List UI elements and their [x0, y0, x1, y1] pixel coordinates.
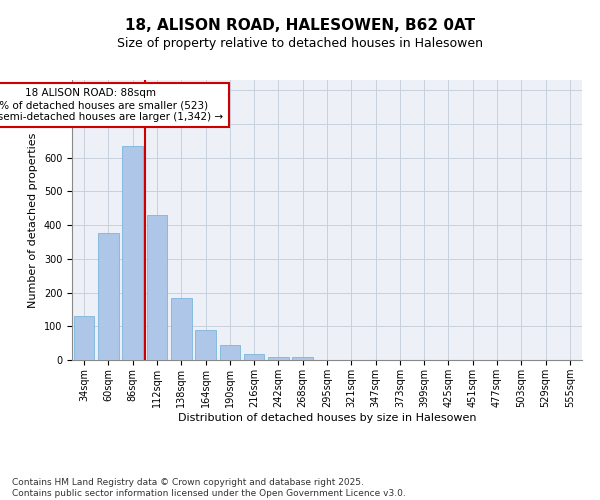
Y-axis label: Number of detached properties: Number of detached properties — [28, 132, 38, 308]
Bar — [74, 316, 94, 360]
Text: Contains HM Land Registry data © Crown copyright and database right 2025.
Contai: Contains HM Land Registry data © Crown c… — [12, 478, 406, 498]
Bar — [98, 234, 119, 360]
Text: 18, ALISON ROAD, HALESOWEN, B62 0AT: 18, ALISON ROAD, HALESOWEN, B62 0AT — [125, 18, 475, 32]
Bar — [122, 146, 143, 360]
Bar — [220, 345, 240, 360]
Bar — [244, 354, 265, 360]
X-axis label: Distribution of detached houses by size in Halesowen: Distribution of detached houses by size … — [178, 412, 476, 422]
Text: Size of property relative to detached houses in Halesowen: Size of property relative to detached ho… — [117, 38, 483, 51]
Bar — [171, 298, 191, 360]
Bar — [268, 356, 289, 360]
Bar — [292, 358, 313, 360]
Text: 18 ALISON ROAD: 88sqm
← 28% of detached houses are smaller (523)
71% of semi-det: 18 ALISON ROAD: 88sqm ← 28% of detached … — [0, 88, 224, 122]
Bar — [146, 215, 167, 360]
Bar — [195, 330, 216, 360]
